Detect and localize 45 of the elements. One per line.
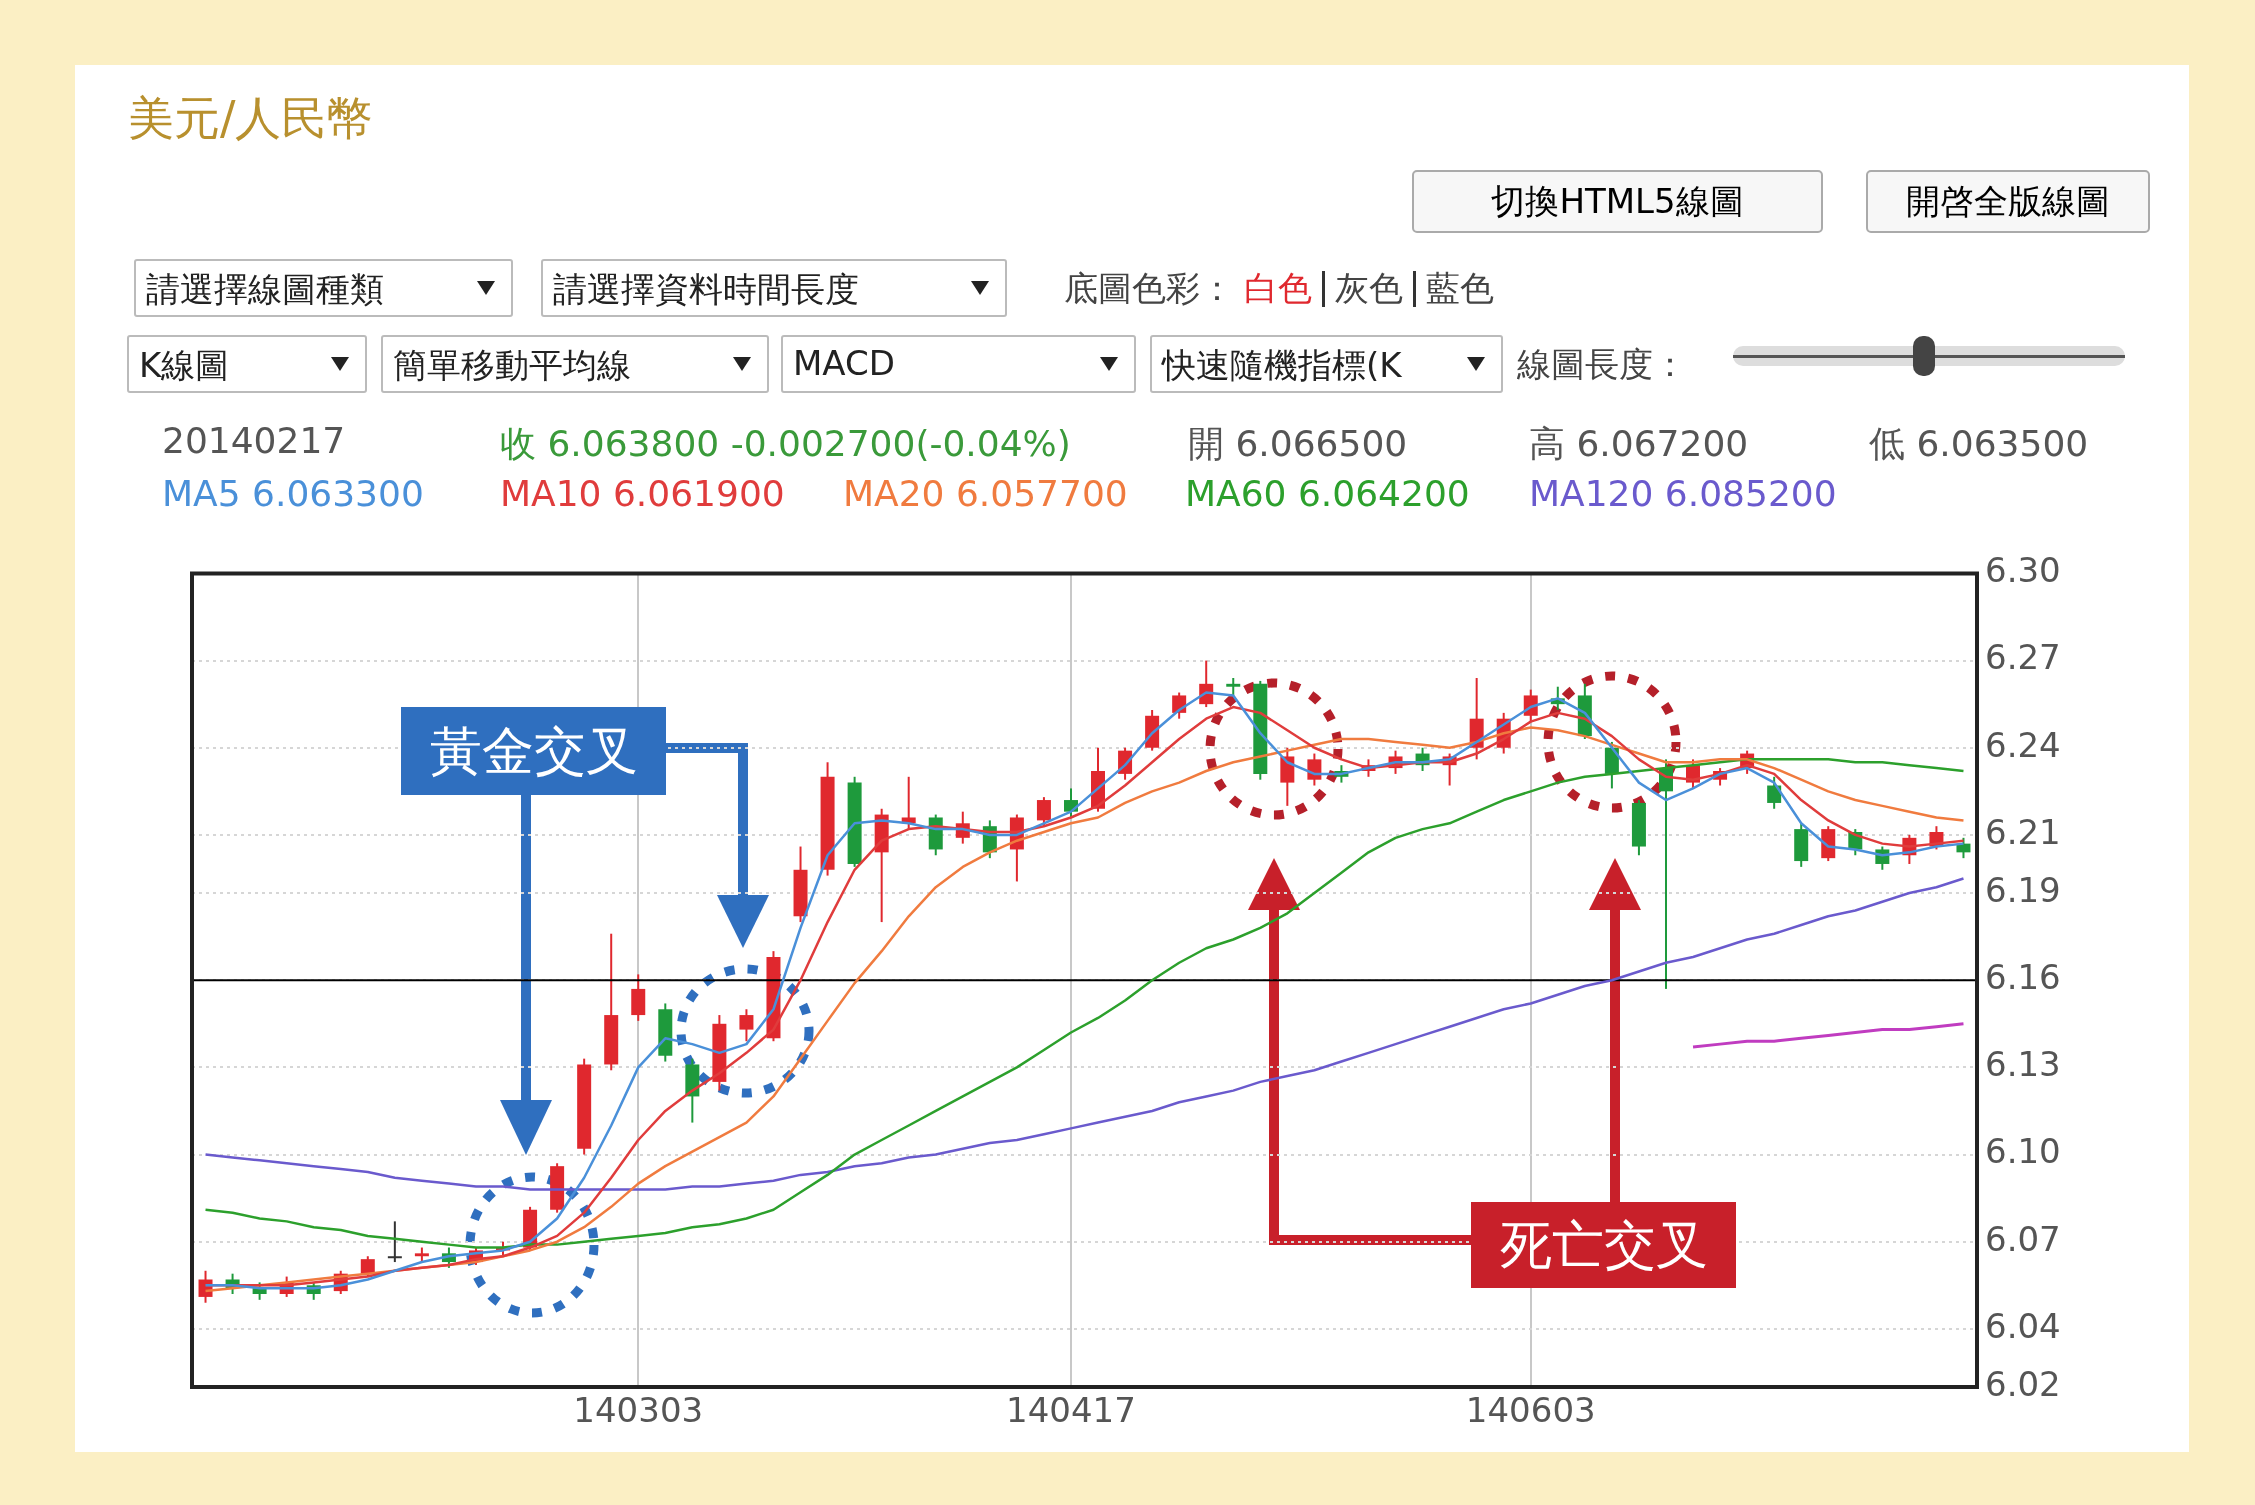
candlestick bbox=[901, 775, 916, 831]
text: 收 6.063800 -0.002700(-0.04%) bbox=[500, 422, 1071, 466]
y-tick-label: 6.10 bbox=[1985, 1131, 2061, 1172]
x-tick-label: 140603 bbox=[1465, 1390, 1596, 1431]
y-tick-label: 6.02 bbox=[1985, 1363, 2061, 1404]
text: MA5 6.063300 bbox=[162, 473, 424, 514]
candlestick bbox=[1307, 752, 1322, 787]
y-tick-label: 6.13 bbox=[1985, 1044, 2061, 1085]
x-tick-label: 140303 bbox=[573, 1390, 704, 1431]
candlestick bbox=[1036, 796, 1051, 828]
y-tick-label: 6.27 bbox=[1985, 637, 2061, 678]
text: MA120 6.085200 bbox=[1529, 473, 1837, 514]
text: 低 6.063500 bbox=[1869, 422, 2089, 466]
y-tick-label: 6.16 bbox=[1985, 957, 2061, 998]
y-tick-label: 6.21 bbox=[1985, 811, 2061, 852]
text: 20140217 bbox=[162, 420, 346, 461]
text: 簡單移動平均線 bbox=[393, 344, 631, 387]
candlestick bbox=[739, 1008, 754, 1043]
candlestick bbox=[387, 1220, 402, 1264]
text: 開啓全版線圖 bbox=[1866, 170, 2150, 233]
text: 灰色 bbox=[1335, 267, 1403, 310]
text: K線圖 bbox=[139, 344, 230, 387]
text: 快速隨機指標(K bbox=[1162, 344, 1402, 387]
text: 切換HTML5線圖 bbox=[1412, 170, 1823, 233]
y-tick-label: 6.19 bbox=[1985, 869, 2061, 910]
text: 開 6.066500 bbox=[1188, 422, 1408, 466]
annotation: 死亡交叉 bbox=[1471, 1202, 1736, 1288]
text: 白色 bbox=[1244, 267, 1312, 310]
text: 底圖色彩： bbox=[1064, 267, 1234, 310]
x-tick-label: 140417 bbox=[1006, 1390, 1136, 1431]
text: 線圖長度： bbox=[1517, 343, 1687, 386]
text: 高 6.067200 bbox=[1529, 422, 1749, 466]
text: MACD bbox=[793, 343, 895, 383]
text: MA10 6.061900 bbox=[500, 473, 785, 514]
text: MA20 6.057700 bbox=[843, 473, 1128, 514]
text: 請選擇資料時間長度 bbox=[553, 268, 859, 311]
y-tick-label: 6.24 bbox=[1985, 724, 2061, 765]
annotation: 黃金交叉 bbox=[401, 707, 666, 795]
text: MA60 6.064200 bbox=[1185, 473, 1470, 514]
chart-title: 美元/人民幣 bbox=[128, 90, 374, 147]
text: 藍色 bbox=[1426, 267, 1494, 310]
text: 請選擇線圖種類 bbox=[146, 268, 384, 311]
y-tick-label: 6.07 bbox=[1985, 1218, 2061, 1259]
y-tick-label: 6.04 bbox=[1985, 1305, 2061, 1346]
y-tick-label: 6.30 bbox=[1985, 550, 2061, 591]
